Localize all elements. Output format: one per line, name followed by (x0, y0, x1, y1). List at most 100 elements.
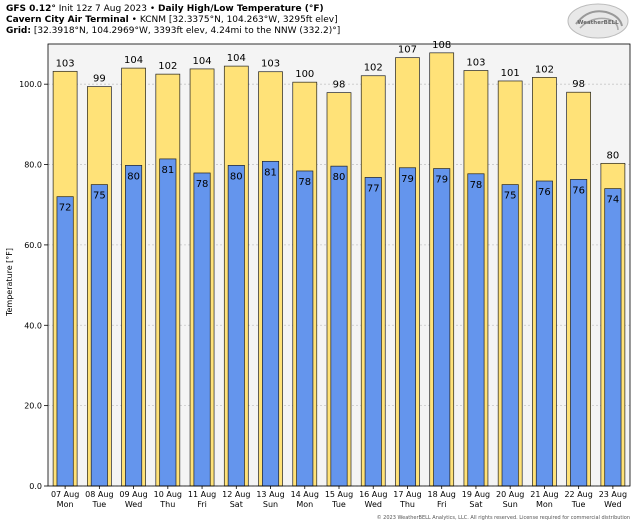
x-tick-label-weekday: Sun (503, 500, 518, 509)
low-temp-bar (364, 177, 382, 487)
x-tick-label-date: 21 Aug (530, 490, 558, 499)
low-temp-bar (330, 165, 348, 487)
low-temp-label: 78 (196, 179, 209, 190)
y-tick-label: 80.0 (24, 161, 42, 170)
x-tick-label-date: 14 Aug (291, 490, 319, 499)
low-temp-bar (604, 188, 622, 487)
x-tick-label-date: 08 Aug (85, 490, 113, 499)
grid-detail: [32.3918°N, 104.2969°W, 3393ft elev, 4.2… (33, 26, 341, 36)
x-tick-label-weekday: Tue (571, 500, 586, 509)
x-tick-label-date: 15 Aug (325, 490, 353, 499)
high-temp-label: 101 (501, 68, 520, 79)
plot-frame (47, 43, 631, 487)
low-temp-bar (296, 170, 314, 487)
low-temp-bar (433, 168, 451, 487)
x-tick-label-date: 13 Aug (256, 490, 284, 499)
x-tick-label-weekday: Fri (197, 500, 207, 509)
high-temp-label: 103 (56, 58, 75, 69)
x-tick-label-date: 16 Aug (359, 490, 387, 499)
y-tick-label: 100.0 (19, 80, 42, 89)
low-temp-bar (56, 196, 74, 487)
chart-title: Daily High/Low Temperature (°F) (158, 4, 324, 14)
x-tick-label-weekday: Sat (230, 500, 243, 509)
copyright-notice: © 2023 WeatherBELL Analytics, LLC. All r… (376, 515, 630, 521)
low-temp-label: 76 (572, 185, 585, 196)
x-tick-label-date: 07 Aug (51, 490, 79, 499)
high-temp-label: 100 (295, 69, 314, 80)
logo-text: WeatherBELL (577, 20, 619, 26)
low-temp-bar (570, 179, 588, 487)
x-tick-label-weekday: Thu (399, 500, 415, 509)
high-temp-label: 103 (466, 58, 485, 69)
low-temp-bar (467, 173, 485, 487)
x-tick-label-date: 18 Aug (428, 490, 456, 499)
low-temp-label: 79 (435, 175, 448, 186)
header-line-1: GFS 0.12° Init 12z 7 Aug 2023 • Daily Hi… (6, 4, 324, 15)
low-temp-label: 80 (127, 171, 140, 182)
x-tick-label-weekday: Thu (159, 500, 175, 509)
low-temp-label: 78 (470, 180, 483, 191)
station-detail: KCNM [32.3375°N, 104.263°W, 3295ft elev] (139, 15, 338, 25)
y-tick-label: 0.0 (29, 482, 42, 491)
high-temp-label: 103 (261, 59, 280, 70)
high-temp-label: 98 (333, 80, 346, 91)
low-temp-bar (398, 167, 416, 487)
high-temp-label: 102 (535, 64, 554, 75)
low-temp-bar (159, 158, 177, 487)
low-temp-label: 74 (607, 195, 620, 206)
low-temp-label: 75 (504, 191, 517, 202)
high-temp-label: 104 (193, 56, 212, 67)
high-temp-label: 107 (398, 45, 417, 56)
x-tick-label-date: 22 Aug (564, 490, 592, 499)
x-tick-label-weekday: Mon (536, 500, 553, 509)
low-temp-bar (125, 164, 143, 487)
x-tick-label-date: 19 Aug (462, 490, 490, 499)
high-temp-label: 104 (227, 53, 246, 64)
x-tick-label-date: 09 Aug (119, 490, 147, 499)
y-tick-label: 20.0 (24, 402, 42, 411)
low-temp-bar (90, 184, 108, 487)
high-temp-label: 108 (432, 40, 451, 51)
x-tick-label-weekday: Mon (296, 500, 313, 509)
low-temp-bar (193, 172, 211, 487)
low-temp-bar (262, 160, 280, 487)
low-temp-bar (535, 180, 553, 487)
x-tick-label-weekday: Fri (437, 500, 447, 509)
x-tick-label-date: 11 Aug (188, 490, 216, 499)
high-temp-label: 102 (158, 61, 177, 72)
low-temp-bar (501, 184, 519, 487)
x-tick-label-date: 17 Aug (393, 490, 421, 499)
high-temp-label: 104 (124, 55, 143, 66)
low-temp-label: 76 (538, 187, 551, 198)
low-temp-label: 80 (333, 172, 346, 183)
high-temp-label: 80 (607, 150, 620, 161)
high-temp-label: 99 (93, 74, 106, 85)
low-temp-label: 79 (401, 174, 414, 185)
y-tick-label: 60.0 (24, 241, 42, 250)
x-tick-label-weekday: Wed (365, 500, 382, 509)
low-temp-label: 81 (264, 167, 277, 178)
x-tick-label-weekday: Tue (331, 500, 346, 509)
y-axis-label: Temperature [°F] (5, 248, 14, 317)
grid-label: Grid: (6, 26, 31, 36)
separator: • (131, 15, 137, 25)
low-temp-label: 72 (59, 203, 72, 214)
high-temp-label: 102 (364, 63, 383, 74)
x-tick-label-weekday: Tue (92, 500, 107, 509)
station-name: Cavern City Air Terminal (6, 15, 129, 25)
x-tick-label-weekday: Sun (263, 500, 278, 509)
low-temp-label: 77 (367, 183, 380, 194)
y-tick-label: 40.0 (24, 321, 42, 330)
low-temp-bar (227, 164, 245, 487)
x-tick-label-weekday: Sat (469, 500, 482, 509)
header-line-2: Cavern City Air Terminal • KCNM [32.3375… (6, 15, 338, 26)
x-tick-label-date: 23 Aug (599, 490, 627, 499)
header-line-3: Grid: [32.3918°N, 104.2969°W, 3393ft ele… (6, 26, 340, 37)
weatherbell-logo: WeatherBELL (567, 3, 629, 39)
high-temp-label: 98 (572, 79, 585, 90)
low-temp-label: 78 (298, 177, 311, 188)
x-tick-label-date: 20 Aug (496, 490, 524, 499)
low-temp-label: 81 (161, 165, 174, 176)
low-temp-label: 75 (93, 191, 106, 202)
